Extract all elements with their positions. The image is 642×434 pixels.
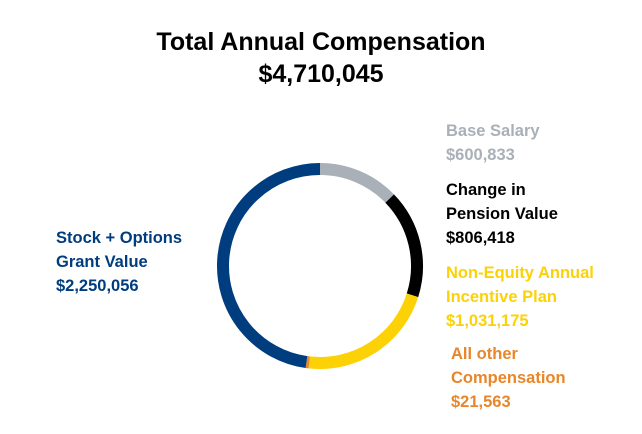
- donut-slice-non-equity-annual-incentive-plan: [308, 293, 419, 369]
- label-non-equity-name-1: Non-Equity Annual: [446, 264, 594, 282]
- chart-total: $4,710,045: [258, 60, 384, 88]
- label-non-equity-name-2: Incentive Plan: [446, 288, 557, 306]
- chart-title-block: Total Annual Compensation $4,710,045: [0, 26, 642, 90]
- label-base-salary-name: Base Salary: [446, 122, 540, 140]
- label-pension-value-amount: $806,418: [446, 229, 515, 247]
- donut-slice-stock-options-grant-value: [217, 163, 321, 368]
- label-pension-value-name-2: Pension Value: [446, 205, 558, 223]
- donut-slice-base-salary: [319, 163, 394, 203]
- label-stock-name-1: Stock + Options: [56, 229, 183, 247]
- label-other-compensation: All other Compensation $21,563: [451, 342, 566, 414]
- label-pension-value-name-1: Change in: [446, 181, 526, 199]
- label-other-name-1: All other: [451, 345, 518, 363]
- chart-title: Total Annual Compensation: [156, 28, 486, 56]
- label-other-amount: $21,563: [451, 393, 511, 411]
- label-other-name-2: Compensation: [451, 369, 566, 387]
- donut-slice-change-in-pension-value: [385, 194, 423, 298]
- label-base-salary-value: $600,833: [446, 146, 515, 164]
- label-stock-options: Stock + Options Grant Value $2,250,056: [56, 226, 182, 298]
- label-non-equity-incentive: Non-Equity Annual Incentive Plan $1,031,…: [446, 261, 594, 333]
- label-stock-name-2: Grant Value: [56, 253, 148, 271]
- label-base-salary: Base Salary $600,833: [446, 119, 540, 167]
- label-pension-value: Change in Pension Value $806,418: [446, 178, 558, 250]
- label-stock-amount: $2,250,056: [56, 277, 139, 295]
- label-non-equity-amount: $1,031,175: [446, 312, 529, 330]
